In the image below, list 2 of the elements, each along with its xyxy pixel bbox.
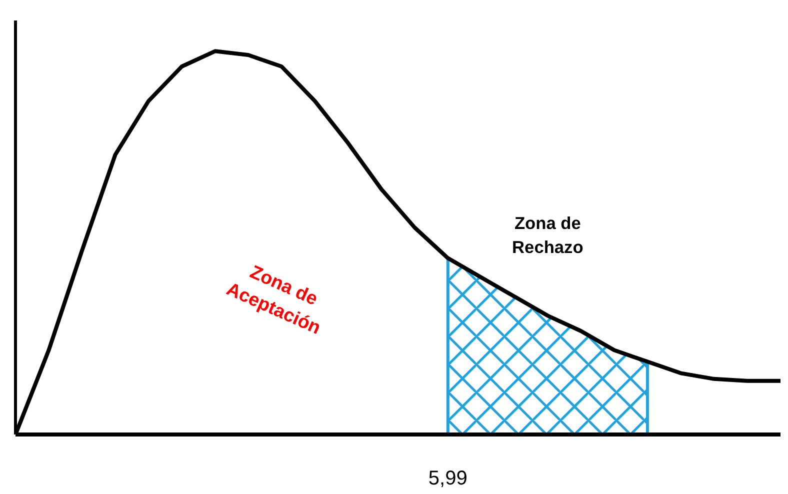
text: 5,99 [428, 468, 468, 490]
annotation: Zona de Rechazo [512, 213, 584, 258]
